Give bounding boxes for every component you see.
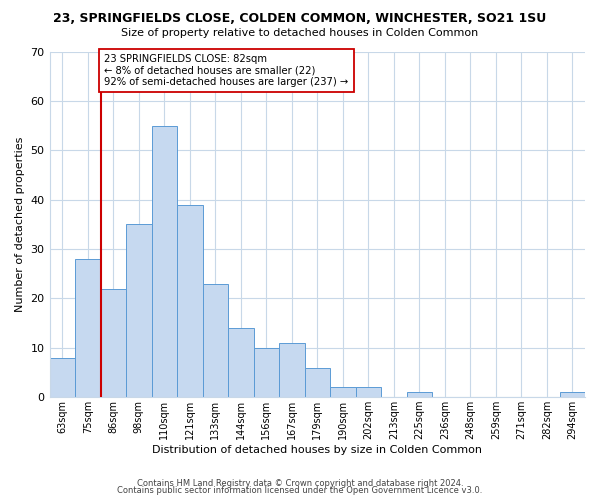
Bar: [101, 288, 126, 397]
Bar: [254, 348, 279, 397]
Text: Size of property relative to detached houses in Colden Common: Size of property relative to detached ho…: [121, 28, 479, 38]
Text: Contains public sector information licensed under the Open Government Licence v3: Contains public sector information licen…: [118, 486, 482, 495]
Bar: [203, 284, 228, 397]
Text: 23, SPRINGFIELDS CLOSE, COLDEN COMMON, WINCHESTER, SO21 1SU: 23, SPRINGFIELDS CLOSE, COLDEN COMMON, W…: [53, 12, 547, 26]
Bar: [305, 368, 330, 397]
Bar: [560, 392, 585, 397]
Bar: [228, 328, 254, 397]
Bar: [126, 224, 152, 397]
Bar: [177, 204, 203, 397]
Bar: [330, 388, 356, 397]
Bar: [50, 358, 75, 397]
X-axis label: Distribution of detached houses by size in Colden Common: Distribution of detached houses by size …: [152, 445, 482, 455]
Text: Contains HM Land Registry data © Crown copyright and database right 2024.: Contains HM Land Registry data © Crown c…: [137, 478, 463, 488]
Y-axis label: Number of detached properties: Number of detached properties: [15, 136, 25, 312]
Bar: [356, 388, 381, 397]
Text: 23 SPRINGFIELDS CLOSE: 82sqm
← 8% of detached houses are smaller (22)
92% of sem: 23 SPRINGFIELDS CLOSE: 82sqm ← 8% of det…: [104, 54, 349, 87]
Bar: [279, 343, 305, 397]
Bar: [75, 259, 101, 397]
Bar: [407, 392, 432, 397]
Bar: [152, 126, 177, 397]
